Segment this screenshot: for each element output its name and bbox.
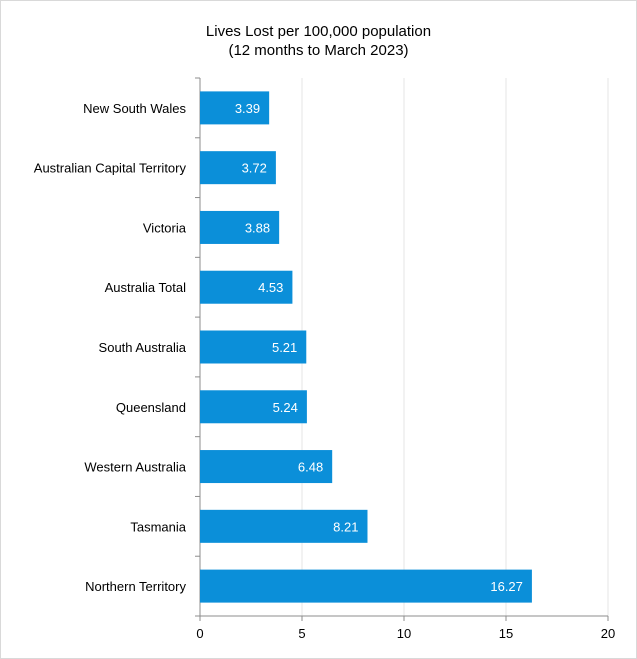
- bar: [200, 210, 280, 244]
- bar: [200, 151, 276, 185]
- x-tick-label: 0: [196, 626, 203, 641]
- data-label: 6.48: [298, 460, 323, 475]
- category-label: Western Australia: [84, 460, 186, 475]
- x-tick-label: 5: [298, 626, 305, 641]
- bar: [200, 330, 307, 364]
- x-tick-label: 15: [499, 626, 513, 641]
- category-label: Australian Capital Territory: [34, 161, 187, 176]
- category-label: South Australia: [99, 340, 187, 355]
- bar: [200, 450, 333, 484]
- category-label: Victoria: [143, 220, 187, 235]
- data-label: 3.88: [245, 220, 270, 235]
- bar: [200, 270, 293, 304]
- data-label: 16.27: [490, 579, 523, 594]
- data-label: 8.21: [333, 519, 358, 534]
- chart-subtitle: (12 months to March 2023): [228, 42, 409, 59]
- data-label: 3.39: [235, 101, 260, 116]
- bar: [200, 91, 270, 125]
- bar: [200, 509, 368, 543]
- category-label: Australia Total: [105, 280, 187, 295]
- chart-title: Lives Lost per 100,000 population: [205, 23, 432, 40]
- category-label: Tasmania: [130, 519, 186, 534]
- category-label: Queensland: [116, 400, 186, 415]
- x-tick-label: 20: [601, 626, 615, 641]
- data-label: 3.72: [242, 161, 267, 176]
- bar: [200, 390, 307, 424]
- category-label: Northern Territory: [85, 579, 186, 594]
- bar: [200, 569, 532, 603]
- data-label: 4.53: [258, 280, 283, 295]
- data-label: 5.24: [273, 400, 298, 415]
- category-label: New South Wales: [83, 101, 186, 116]
- data-label: 5.21: [272, 340, 297, 355]
- chart-title-block: Lives Lost per 100,000 population (12 mo…: [0, 22, 637, 60]
- x-tick-label: 10: [397, 626, 411, 641]
